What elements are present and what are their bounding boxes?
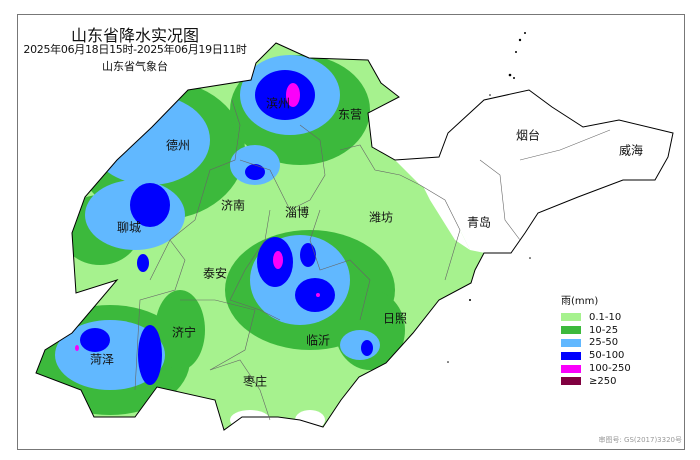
legend-item: 50-100 [561, 349, 631, 362]
legend-swatch [561, 364, 581, 373]
legend-label: 0.1-10 [589, 311, 622, 323]
legend-swatch [561, 326, 581, 335]
legend-label: ≥250 [589, 375, 617, 387]
city-label: 聊城 [116, 220, 142, 235]
map-title: 山东省降水实况图 [70, 26, 199, 45]
legend-label: 100-250 [589, 363, 631, 375]
legend-swatch [561, 313, 581, 322]
city-label: 滨州 [265, 96, 291, 111]
map-approval-number: 审图号: GS(2017)3320号 [598, 436, 682, 444]
legend-label: 10-25 [589, 324, 619, 336]
time-period: 2025年06月18日15时-2025年06月19日11时 [23, 43, 247, 56]
city-label: 潍坊 [368, 210, 394, 225]
city-boundaries [134, 99, 611, 421]
legend: 雨(mm) 0.1-10 10-25 25-50 50-100 100-250 ≥250 [561, 292, 631, 388]
city-label: 临沂 [305, 333, 331, 348]
legend-swatch [561, 351, 581, 360]
legend-item: 0.1-10 [561, 311, 631, 324]
city-label: 济南 [220, 198, 246, 213]
city-label: 青岛 [466, 215, 492, 230]
islands [447, 32, 531, 363]
city-label: 威海 [618, 143, 644, 158]
city-label: 东营 [337, 107, 363, 122]
city-label: 枣庄 [242, 374, 268, 389]
legend-swatch [561, 377, 581, 386]
agency-name: 山东省气象台 [102, 60, 168, 73]
map-frame [17, 14, 685, 450]
legend-item: ≥250 [561, 375, 631, 388]
legend-item: 25-50 [561, 337, 631, 350]
city-label: 泰安 [202, 266, 228, 281]
city-label: 日照 [382, 311, 408, 326]
legend-title: 雨(mm) [561, 296, 599, 307]
city-label: 烟台 [515, 128, 541, 143]
city-label: 济宁 [171, 325, 197, 340]
legend-label: 50-100 [589, 350, 625, 362]
legend-item: 10-25 [561, 324, 631, 337]
city-label: 淄博 [284, 205, 310, 220]
legend-item: 100-250 [561, 362, 631, 375]
legend-swatch [561, 338, 581, 347]
legend-label: 25-50 [589, 337, 619, 349]
city-label: 菏泽 [89, 352, 115, 367]
city-label: 德州 [165, 138, 191, 153]
